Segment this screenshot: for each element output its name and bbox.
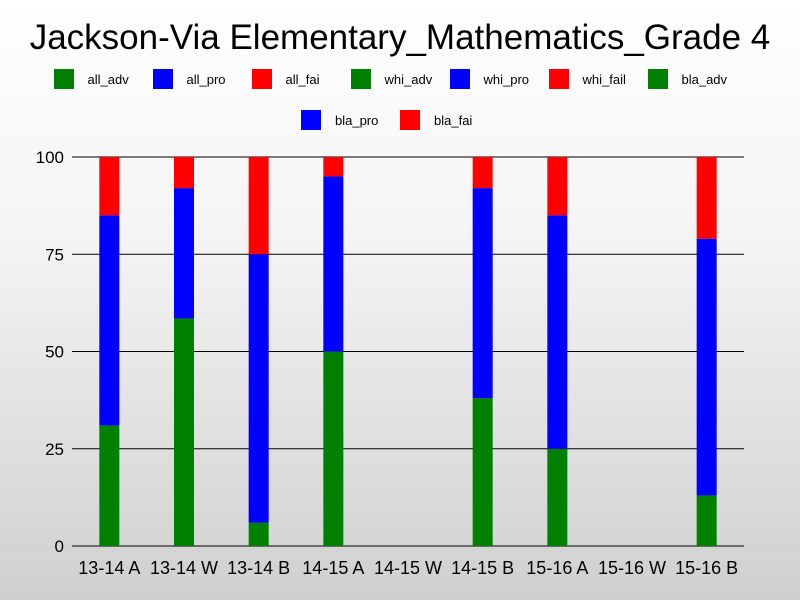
bar-segment xyxy=(323,157,344,177)
x-tick-label: 15-16 A xyxy=(526,558,588,578)
legend-label: all_fai xyxy=(285,71,320,87)
y-tick-label: 50 xyxy=(45,343,64,362)
y-tick-label: 75 xyxy=(45,245,64,264)
legend-item: all_pro xyxy=(152,69,252,89)
legend-item: whi_adv xyxy=(350,69,450,89)
bar-segment xyxy=(99,215,120,426)
legend-label: all_adv xyxy=(87,71,129,87)
bar-segment xyxy=(547,215,568,449)
bar-segment xyxy=(174,188,194,319)
bar-segment xyxy=(696,238,717,496)
legend-label: whi_fail xyxy=(582,71,626,87)
y-tick-label: 25 xyxy=(45,440,64,459)
legend-swatch xyxy=(152,69,173,89)
bar-segment xyxy=(547,157,568,216)
legend-label: whi_adv xyxy=(384,71,433,87)
legend-swatch xyxy=(350,69,371,89)
chart-title: Jackson-Via Elementary_Mathematics_Grade… xyxy=(29,18,771,57)
bar-segment xyxy=(174,157,194,189)
bar-segment xyxy=(99,425,120,546)
bar-segment xyxy=(472,157,493,189)
bar-segment xyxy=(323,176,344,352)
x-tick-label: 15-16 B xyxy=(675,558,738,578)
legend-item: all_fai xyxy=(251,69,351,89)
legend-item: bla_pro xyxy=(301,110,400,130)
legend-label: whi_pro xyxy=(483,71,530,87)
legend-swatch xyxy=(647,69,668,89)
legend-label: bla_adv xyxy=(681,71,728,87)
x-tick-label: 14-15 A xyxy=(302,558,364,578)
legend-item: bla_adv xyxy=(647,69,747,89)
bar-segment xyxy=(547,448,568,546)
bar-segment xyxy=(696,495,717,546)
x-tick-label: 13-14 B xyxy=(227,558,290,578)
legend-row: bla_pro bla_fai xyxy=(0,110,800,130)
bar-segment xyxy=(323,351,344,546)
bar-segment xyxy=(248,254,269,523)
bar-segment xyxy=(696,157,717,239)
x-tick-label: 13-14 W xyxy=(150,558,218,578)
x-tick-label: 14-15 W xyxy=(374,558,442,578)
bar-segment xyxy=(472,188,493,399)
legend-label: bla_fai xyxy=(434,112,473,128)
legend-swatch xyxy=(301,110,321,130)
legend-label: all_pro xyxy=(186,71,226,87)
bar-segment xyxy=(248,157,269,255)
bar-segment xyxy=(99,157,120,216)
legend-label: bla_pro xyxy=(335,112,379,128)
legend-item: whi_pro xyxy=(449,69,549,89)
legend: all_adv all_pro all_fai whi_adv whi_pro whi_f… xyxy=(0,69,800,89)
bar-segment xyxy=(472,398,493,546)
x-tick-label: 13-14 A xyxy=(78,558,140,578)
legend-item: all_adv xyxy=(53,69,153,89)
legend-swatch xyxy=(400,110,420,130)
y-tick-label: 100 xyxy=(36,148,64,167)
legend-swatch xyxy=(53,69,74,89)
legend-swatch xyxy=(449,69,470,89)
bar-segment xyxy=(174,318,194,546)
x-tick-label: 15-16 W xyxy=(598,558,666,578)
x-tick-label: 14-15 B xyxy=(451,558,514,578)
legend-item: whi_fail xyxy=(548,69,648,89)
y-tick-label: 0 xyxy=(55,537,64,556)
legend-swatch xyxy=(548,69,569,89)
legend-swatch xyxy=(251,69,272,89)
legend-item: bla_fai xyxy=(400,110,499,130)
bar-segment xyxy=(248,522,269,546)
